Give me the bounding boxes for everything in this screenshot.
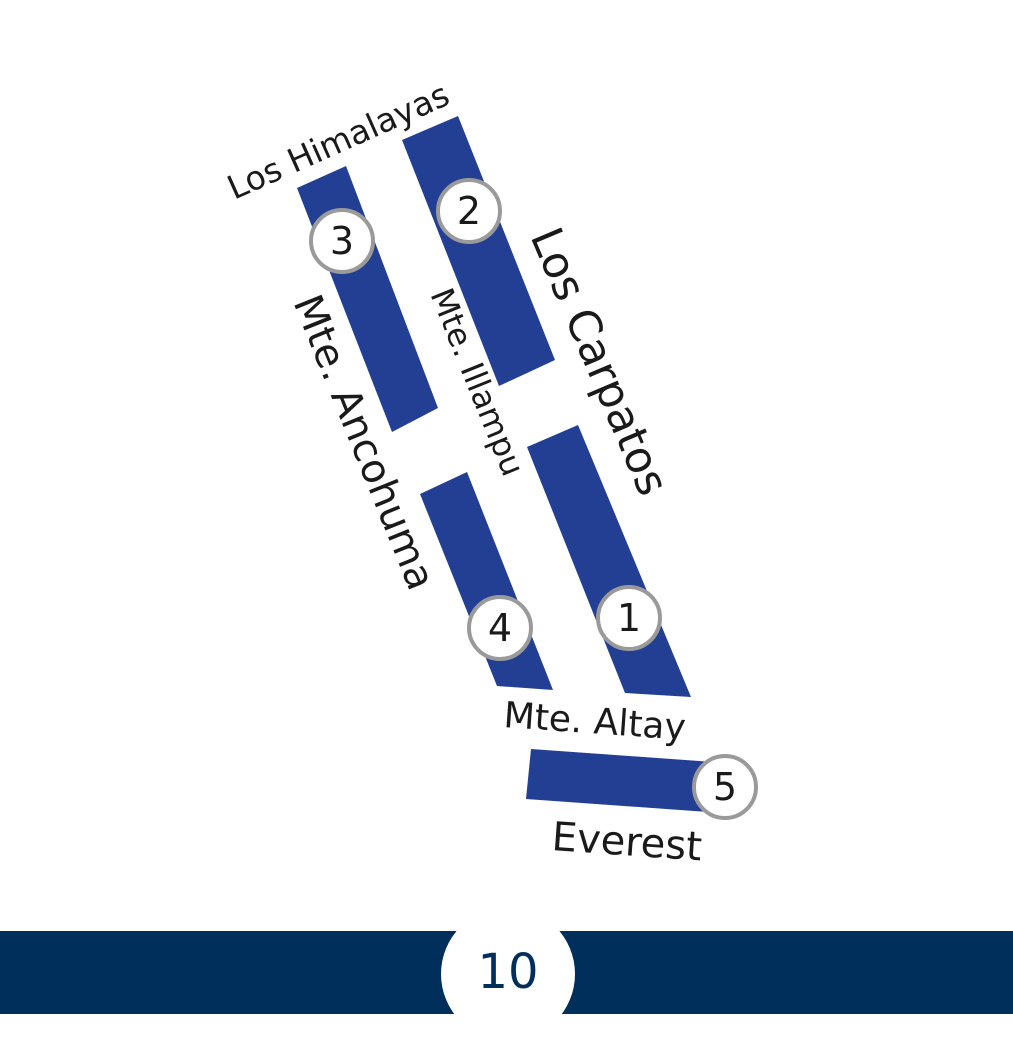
marker-2[interactable]: 2 — [436, 178, 502, 244]
marker-5-label: 5 — [713, 765, 737, 809]
marker-4[interactable]: 4 — [467, 595, 533, 661]
map: Los Himalayas Los Carpatos Mte. Illampu … — [221, 75, 758, 870]
marker-1[interactable]: 1 — [596, 585, 662, 651]
street-label-everest: Everest — [550, 814, 703, 870]
marker-5[interactable]: 5 — [692, 754, 758, 820]
marker-3[interactable]: 3 — [309, 208, 375, 274]
marker-1-label: 1 — [617, 596, 641, 640]
block-2[interactable] — [402, 116, 555, 386]
page-number: 10 — [477, 944, 539, 1000]
marker-4-label: 4 — [488, 606, 512, 650]
marker-2-label: 2 — [457, 189, 481, 233]
block-5[interactable] — [526, 749, 713, 812]
marker-3-label: 3 — [330, 219, 354, 263]
street-label-mte-altay: Mte. Altay — [502, 695, 687, 749]
